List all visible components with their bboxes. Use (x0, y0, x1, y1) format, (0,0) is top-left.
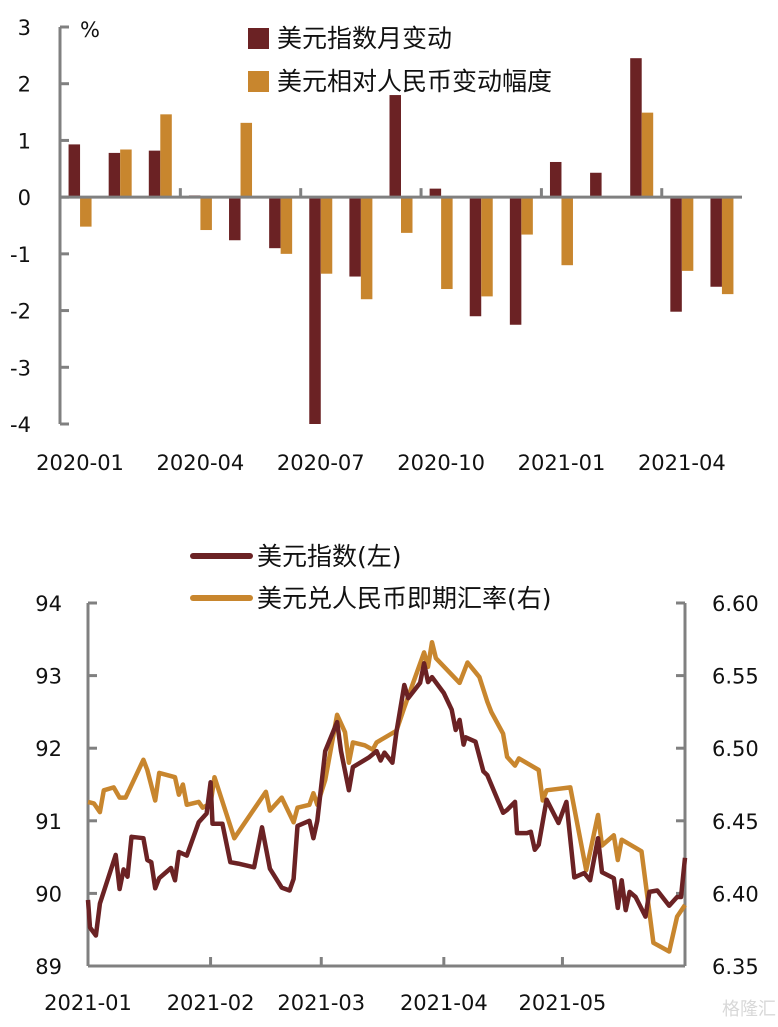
bar-cny (240, 122, 253, 198)
bar-dxy (670, 197, 682, 312)
x-tick-label: 2021-05 (519, 991, 607, 1015)
bar-cny (120, 149, 132, 198)
right-y-tick-label: 6.50 (712, 737, 759, 761)
bar-dxy (68, 144, 81, 198)
y-tick-label: -3 (10, 356, 31, 380)
left-y-tick-label: 91 (35, 810, 62, 834)
legend-label-cny: 美元兑人民币即期汇率(右) (257, 584, 552, 613)
right-y-tick-label: 6.55 (712, 665, 759, 689)
left-y-tick-label: 92 (35, 737, 62, 761)
bar-dxy (710, 197, 722, 287)
x-tick-label: 2021-03 (277, 991, 365, 1015)
x-tick-label: 2021-04 (400, 991, 488, 1015)
line-dxy (85, 661, 688, 938)
bar-dxy (590, 172, 602, 198)
dxy-usdcny-line-chart: 美元指数(左) 美元兑人民币即期汇率(右) 94 93 92 91 90 89 6.60 6.… (35, 542, 759, 1015)
legend: 美元指数月变动 美元相对人民币变动幅度 (248, 24, 552, 96)
monthly-change-bar-chart: 3 2 1 0 -1 -2 -3 -4 2020-01 2020-04 2020-07 2020-1… (10, 16, 742, 475)
x-tick-label: 2020-04 (157, 451, 245, 475)
y-tick-label: 3 (18, 16, 31, 40)
bar-dxy (148, 150, 161, 198)
bar-dxy (630, 58, 642, 198)
legend-label-cny: 美元相对人民币变动幅度 (277, 67, 552, 96)
bar-cny (200, 197, 212, 231)
y-tick-label: 0 (18, 186, 31, 210)
bar-cny (641, 112, 654, 198)
right-y-tick-label: 6.60 (712, 592, 759, 616)
y-tick-label: -1 (10, 243, 31, 267)
y-tick-label: -4 (10, 413, 31, 437)
x-tick-label: 2020-10 (397, 451, 485, 475)
watermark-logo: 格隆汇 (722, 999, 776, 1020)
right-y-tick-label: 6.45 (712, 810, 759, 834)
bars (68, 58, 734, 424)
bar-dxy (549, 161, 562, 198)
x-tick-label: 2021-01 (518, 451, 606, 475)
left-y-tick-label: 94 (35, 592, 62, 616)
bar-cny (481, 197, 493, 297)
line-usdcny (87, 639, 687, 954)
x-tick-label: 2021-01 (44, 991, 132, 1015)
y-tick-label: -2 (10, 300, 31, 324)
y-ticks: 3 2 1 0 -1 -2 -3 -4 (10, 16, 69, 437)
bar-cny (160, 114, 172, 198)
bar-cny (280, 197, 293, 254)
y-tick-label: 1 (18, 129, 31, 153)
bar-dxy (229, 197, 241, 241)
bar-dxy (429, 188, 442, 198)
x-ticks: 2020-01 2020-04 2020-07 2020-10 2021-01 2021-… (36, 188, 726, 475)
y-tick-label: 2 (18, 73, 31, 97)
x-tick-label: 2021-02 (167, 991, 255, 1015)
bar-dxy (469, 197, 482, 317)
bar-dxy (349, 197, 361, 277)
legend-swatch-dxy (248, 28, 269, 49)
right-y-tick-label: 6.35 (712, 955, 759, 979)
bar-cny (401, 197, 413, 233)
right-y-tick-label: 6.40 (712, 882, 759, 906)
bar-cny (561, 197, 573, 266)
bar-cny (360, 197, 373, 300)
bar-cny (320, 197, 333, 274)
legend-label-dxy: 美元指数(左) (257, 542, 402, 571)
x-tick-label: 2021-04 (638, 451, 726, 475)
unit-label: % (80, 18, 100, 42)
bar-dxy (509, 197, 522, 325)
legend: 美元指数(左) 美元兑人民币即期汇率(右) (190, 542, 552, 613)
bar-dxy (269, 197, 281, 249)
bar-cny (721, 197, 734, 295)
bar-cny (681, 197, 694, 271)
bar-dxy (108, 152, 121, 198)
legend-label-dxy: 美元指数月变动 (277, 24, 452, 53)
x-tick-label: 2020-07 (277, 451, 365, 475)
bar-dxy (389, 95, 401, 198)
bar-cny (441, 197, 453, 290)
x-tick-label: 2020-01 (36, 451, 124, 475)
axis-ticks: 94 93 92 91 90 89 6.60 6.55 6.50 6.45 6.40 6.35 2021… (35, 592, 759, 1015)
legend-swatch-cny (248, 71, 269, 92)
series-lines (85, 639, 688, 954)
bar-cny (521, 197, 533, 235)
bar-dxy (309, 197, 321, 424)
bar-cny (80, 197, 92, 227)
left-y-tick-label: 90 (35, 882, 62, 906)
left-y-tick-label: 93 (35, 665, 62, 689)
left-y-tick-label: 89 (35, 955, 62, 979)
